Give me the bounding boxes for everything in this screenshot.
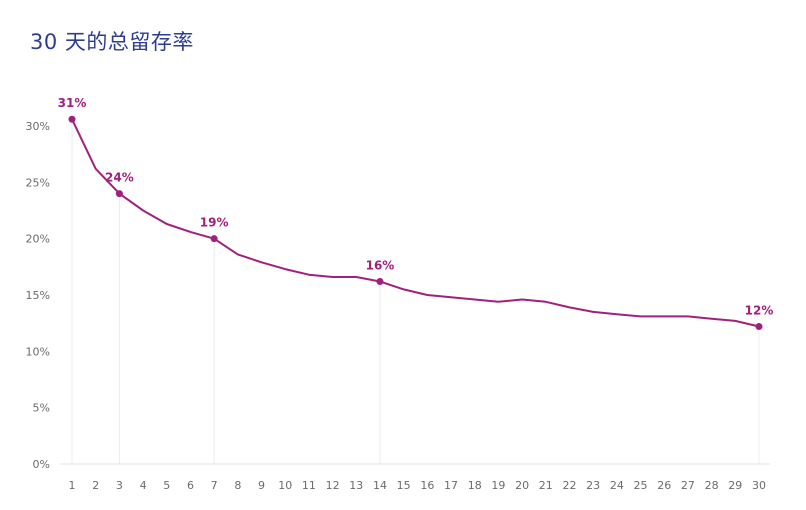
y-tick-label: 25%: [26, 176, 50, 189]
chart-title: 30 天的总留存率: [30, 30, 194, 54]
x-tick-label: 20: [515, 479, 529, 492]
x-tick-label: 2: [92, 479, 99, 492]
marker-vertical-lines: [71, 119, 760, 464]
data-label: 16%: [366, 258, 395, 272]
x-tick-label: 24: [610, 479, 624, 492]
x-tick-label: 7: [211, 479, 218, 492]
x-tick-label: 27: [681, 479, 695, 492]
x-tick-label: 19: [491, 479, 505, 492]
x-tick-label: 16: [420, 479, 434, 492]
x-tick-label: 1: [69, 479, 76, 492]
series-line: [71, 118, 760, 328]
x-tick-label: 5: [163, 479, 170, 492]
x-tick-label: 11: [302, 479, 316, 492]
x-tick-label: 10: [278, 479, 292, 492]
data-labels: 31% 24% 19% 16% 12%: [58, 96, 774, 317]
data-point: [755, 323, 763, 331]
x-tick-label: 29: [728, 479, 742, 492]
x-axis-ticks: 1 2 3 4 5 6 7 8 9 10 11 12 13 14 15 16 17 18 19 20 21 22 23 24 2…: [69, 479, 767, 492]
x-tick-label: 6: [187, 479, 194, 492]
x-tick-label: 21: [539, 479, 553, 492]
x-tick-label: 25: [634, 479, 648, 492]
data-label: 31%: [58, 96, 87, 110]
data-point: [68, 115, 76, 123]
y-axis-ticks: 0% 5% 10% 15% 20% 25% 30%: [26, 120, 50, 471]
y-tick-label: 15%: [26, 289, 50, 302]
x-tick-label: 28: [705, 479, 719, 492]
y-tick-label: 10%: [26, 345, 50, 358]
x-tick-label: 22: [562, 479, 576, 492]
x-tick-label: 3: [116, 479, 123, 492]
y-tick-label: 5%: [33, 402, 50, 415]
y-tick-label: 30%: [26, 120, 50, 133]
x-tick-label: 9: [258, 479, 265, 492]
x-tick-label: 8: [234, 479, 241, 492]
y-tick-label: 0%: [33, 458, 50, 471]
x-tick-label: 12: [326, 479, 340, 492]
x-tick-label: 23: [586, 479, 600, 492]
x-tick-label: 15: [397, 479, 411, 492]
data-label: 12%: [745, 304, 774, 318]
marker-points: [68, 115, 763, 331]
data-point: [376, 277, 384, 285]
data-point: [210, 235, 218, 243]
data-point: [115, 190, 123, 198]
x-tick-label: 4: [140, 479, 147, 492]
x-tick-label: 14: [373, 479, 387, 492]
data-label: 19%: [200, 216, 229, 230]
x-tick-label: 18: [468, 479, 482, 492]
x-tick-label: 26: [657, 479, 671, 492]
y-tick-label: 20%: [26, 233, 50, 246]
data-label: 24%: [105, 171, 134, 185]
x-tick-label: 13: [349, 479, 363, 492]
x-tick-label: 17: [444, 479, 458, 492]
x-tick-label: 30: [752, 479, 766, 492]
